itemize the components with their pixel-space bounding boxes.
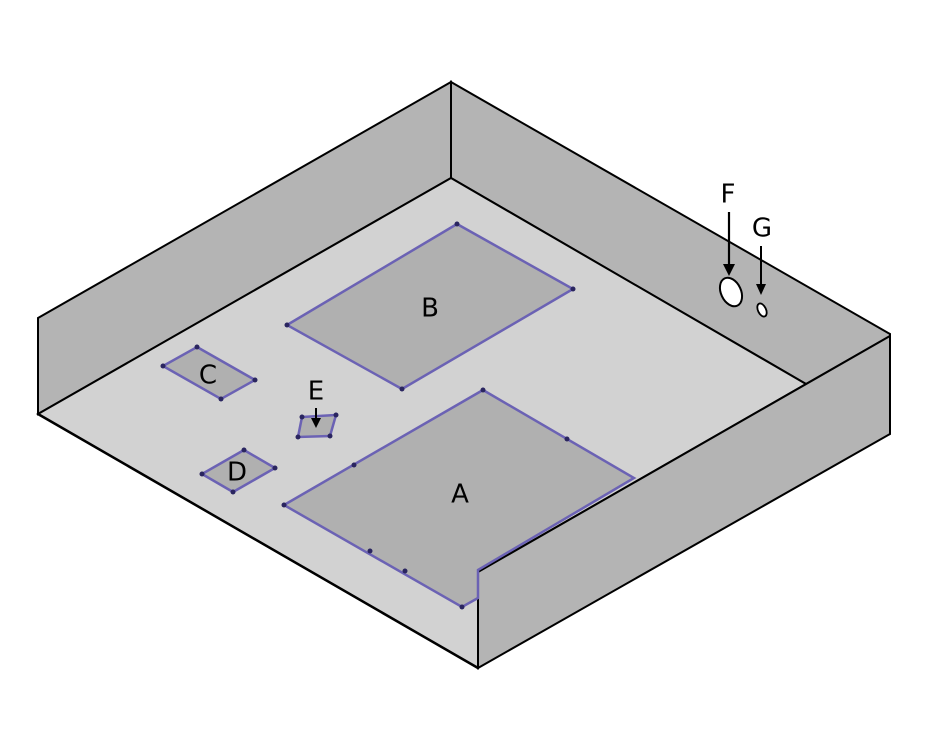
- arrow-g: [756, 246, 766, 295]
- region-c-vertices: [160, 344, 258, 402]
- front-left-edge: [37, 412, 479, 670]
- region-e-vertices: [295, 412, 339, 440]
- region-a-vertices: [281, 387, 570, 610]
- arrow-f: [723, 212, 735, 276]
- front-right-wall: [477, 334, 891, 670]
- label-d: D: [227, 458, 247, 488]
- label-g: G: [752, 214, 772, 244]
- region-d-vertices: [199, 447, 278, 495]
- label-f: F: [721, 180, 736, 210]
- region-b-vertices: [284, 221, 576, 392]
- label-c: C: [199, 361, 217, 391]
- label-a: A: [451, 480, 469, 510]
- hole-g: [756, 302, 768, 318]
- label-b: B: [421, 294, 439, 324]
- label-e: E: [308, 377, 324, 407]
- arrow-e: [311, 408, 321, 428]
- hole-f: [718, 276, 744, 308]
